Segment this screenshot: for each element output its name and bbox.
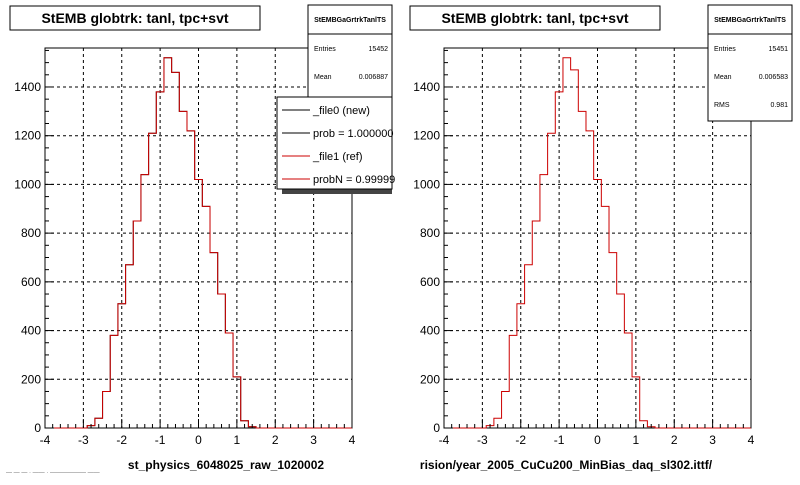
right-y-tick-label: 800 (420, 226, 440, 240)
right-stats-box (707, 4, 793, 122)
left-x-tick-label: -2 (116, 433, 127, 447)
left-y-tick-label: 600 (21, 275, 41, 289)
left-stats-mean-value: 0.006887 (359, 74, 388, 81)
left-legend (276, 96, 393, 190)
right-x-tick-label: 4 (748, 433, 755, 447)
right-y-tick-label: 400 (420, 324, 440, 338)
legend-entry-prob: prob = 1.000000 (313, 128, 393, 140)
left-y-tick-label: 200 (21, 372, 41, 386)
left-x-tick-label: 0 (195, 433, 202, 447)
right-stats-rms-label: RMS (714, 102, 730, 109)
left-y-tick-label: 1000 (14, 177, 41, 191)
right-x-tick-label: -3 (477, 433, 488, 447)
left-title-box (9, 5, 261, 31)
right-y-tick-label: 600 (420, 275, 440, 289)
left-y-axis: 0 200 400 600 800 1000 1200 1400 (14, 49, 54, 435)
right-x-tick-label: 0 (594, 433, 601, 447)
right-title: StEMB globtrk: tanl, tpc+svt (441, 10, 628, 26)
left-x-tick-label: 4 (349, 433, 356, 447)
right-x-tick-label: 1 (633, 433, 640, 447)
right-x-tick-label: 2 (671, 433, 678, 447)
right-stats-entries-value: 15451 (769, 46, 789, 53)
left-y-tick-label: 1400 (14, 80, 41, 94)
right-x-axis: -4 -3 -2 -1 0 1 2 3 4 (439, 419, 755, 447)
right-x-tick-label: -2 (515, 433, 526, 447)
right-stats-entries-label: Entries (714, 46, 736, 53)
legend-entry-new: _file0 (new) (312, 105, 370, 117)
right-stats-name: StEMBGaGrtrkTanlTS (714, 17, 786, 24)
left-y-tick-label: 400 (21, 324, 41, 338)
left-histogram (45, 57, 352, 429)
right-title-box (409, 5, 661, 31)
right-y-tick-label: 1200 (413, 129, 440, 143)
left-stats-entries-value: 15452 (369, 46, 389, 53)
right-y-tick-label: 200 (420, 372, 440, 386)
right-x-tick-label: 3 (709, 433, 716, 447)
left-y-tick-label: 800 (21, 226, 41, 240)
left-x-tick-label: -1 (155, 433, 166, 447)
right-y-tick-label: 1400 (413, 80, 440, 94)
right-y-tick-label: 1000 (413, 177, 440, 191)
right-stats-rms-value: 0.981 (770, 102, 788, 109)
right-x-label: rision/year_2005_CuCu200_MinBias_daq_sl3… (420, 458, 713, 472)
legend-entry-ref: _file1 (ref) (312, 151, 363, 163)
right-histogram (444, 57, 751, 429)
left-x-tick-label: -3 (78, 433, 89, 447)
left-series-1-line (45, 57, 352, 429)
right-stats-mean-value: 0.006583 (759, 74, 788, 81)
right-x-tick-label: -4 (439, 433, 450, 447)
left-stats-mean-label: Mean (314, 74, 332, 81)
right-y-tick-label: 0 (433, 421, 440, 435)
legend-entry-probn: probN = 0.99999 (313, 174, 395, 186)
left-x-tick-label: 2 (272, 433, 279, 447)
right-series-0-line (444, 57, 751, 429)
left-x-label: st_physics_6048025_raw_1020002 (128, 458, 324, 472)
footer-text: — — — · —— · —————— —— (6, 470, 100, 476)
right-pad: StEMB globtrk: tanl, tpc+svt -4 -3 -2 -1 0 1 2… (409, 4, 793, 472)
left-x-tick-label: -4 (40, 433, 51, 447)
right-stats-mean-label: Mean (714, 74, 732, 81)
left-x-tick-label: 3 (310, 433, 317, 447)
left-y-tick-label: 0 (34, 421, 41, 435)
left-pad: StEMB globtrk: tanl, tpc+svt -4 -3 -2 -1 0 1 2… (9, 4, 395, 472)
left-stats-name: StEMBGaGrtrkTanlTS (314, 17, 386, 24)
right-x-tick-label: -1 (554, 433, 565, 447)
left-stats-entries-label: Entries (314, 46, 336, 53)
left-title: StEMB globtrk: tanl, tpc+svt (41, 10, 228, 26)
left-y-tick-label: 1200 (14, 129, 41, 143)
left-x-tick-label: 1 (234, 433, 241, 447)
left-x-axis: -4 -3 -2 -1 0 1 2 3 4 (40, 419, 356, 447)
right-y-axis: 0 200 400 600 800 1000 1200 1400 (413, 49, 453, 435)
right-frame (443, 47, 752, 429)
